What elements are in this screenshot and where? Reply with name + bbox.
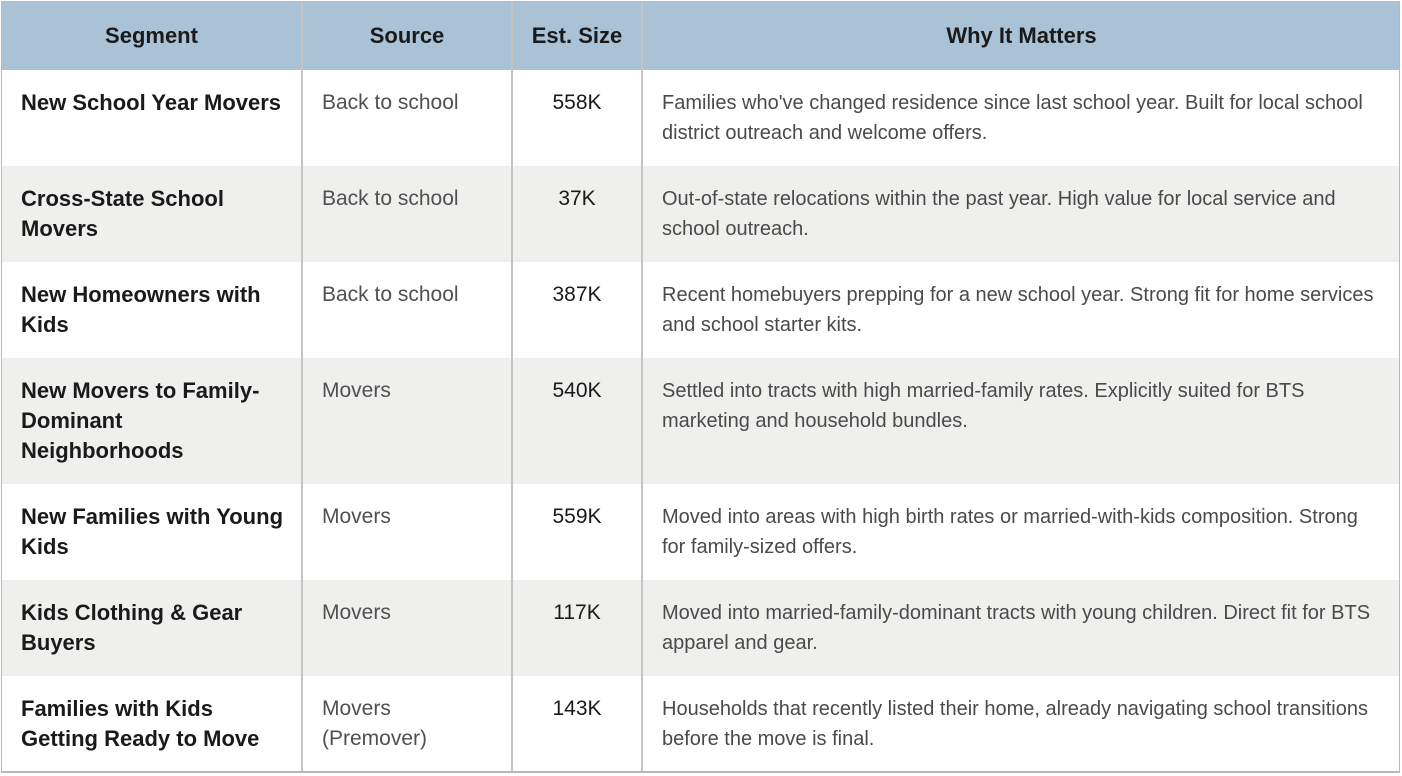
table-row: New Homeowners with Kids Back to school …: [2, 262, 1399, 358]
segment-cell: New Families with Young Kids: [2, 484, 303, 580]
segment-cell: Kids Clothing & Gear Buyers: [2, 580, 303, 676]
header-source: Source: [302, 2, 513, 70]
table-row: Cross-State School Movers Back to school…: [2, 166, 1399, 262]
source-cell: Movers: [302, 358, 513, 484]
table-row: New Families with Young Kids Movers 559K…: [2, 484, 1399, 580]
segment-cell: New Homeowners with Kids: [2, 262, 303, 358]
size-cell: 559K: [512, 484, 643, 580]
segment-cell: Cross-State School Movers: [2, 166, 303, 262]
segment-cell: New Movers to Family-Dominant Neighborho…: [2, 358, 303, 484]
source-cell: Movers: [302, 484, 513, 580]
why-cell: Families who've changed residence since …: [642, 70, 1399, 166]
table-header: Segment Source Est. Size Why It Matters: [2, 2, 1399, 70]
why-cell: Settled into tracts with high married-fa…: [642, 358, 1399, 484]
table-row: Kids Clothing & Gear Buyers Movers 117K …: [2, 580, 1399, 676]
table-row: New Movers to Family-Dominant Neighborho…: [2, 358, 1399, 484]
size-cell: 37K: [512, 166, 643, 262]
size-cell: 540K: [512, 358, 643, 484]
header-segment: Segment: [2, 2, 303, 70]
source-cell: Movers: [302, 580, 513, 676]
size-cell: 117K: [512, 580, 643, 676]
source-cell: Back to school: [302, 262, 513, 358]
segment-cell: New School Year Movers: [2, 70, 303, 166]
source-cell: Back to school: [302, 166, 513, 262]
why-cell: Recent homebuyers prepping for a new sch…: [642, 262, 1399, 358]
size-cell: 558K: [512, 70, 643, 166]
header-row: Segment Source Est. Size Why It Matters: [2, 2, 1399, 70]
size-cell: 143K: [512, 676, 643, 771]
why-cell: Out-of-state relocations within the past…: [642, 166, 1399, 262]
why-cell: Moved into married-family-dominant tract…: [642, 580, 1399, 676]
table-row: Families with Kids Getting Ready to Move…: [2, 676, 1399, 771]
table-row: New School Year Movers Back to school 55…: [2, 70, 1399, 166]
why-cell: Moved into areas with high birth rates o…: [642, 484, 1399, 580]
table-body: New School Year Movers Back to school 55…: [2, 70, 1399, 771]
source-cell: Movers (Premover): [302, 676, 513, 771]
header-why-it-matters: Why It Matters: [642, 2, 1399, 70]
header-est-size: Est. Size: [512, 2, 643, 70]
size-cell: 387K: [512, 262, 643, 358]
source-cell: Back to school: [302, 70, 513, 166]
why-cell: Households that recently listed their ho…: [642, 676, 1399, 771]
segment-cell: Families with Kids Getting Ready to Move: [2, 676, 303, 771]
